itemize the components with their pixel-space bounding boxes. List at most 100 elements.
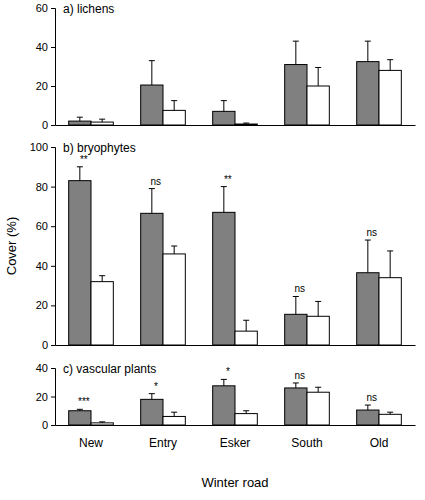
y-tick-label: 40 [36, 41, 48, 53]
y-tick-label: 40 [36, 362, 48, 374]
panel: 020406080100**ns**nsnsb) bryophytes [30, 141, 416, 351]
error-bar [243, 123, 249, 125]
y-tick-label: 20 [36, 80, 48, 92]
y-tick-mark [51, 86, 55, 87]
bar [141, 399, 163, 425]
significance-label: ns [367, 227, 378, 238]
y-axis: 0 20 40 [36, 362, 56, 431]
x-tick-label: Entry [149, 436, 177, 450]
x-axis-line [56, 345, 416, 346]
plot-area [69, 167, 402, 345]
bar [235, 331, 257, 345]
bar [285, 388, 307, 425]
x-axis [56, 345, 416, 346]
chart-root: 0 20 40 60 a) lichens 0 20 40 60 80 100 ** ns ** ns ns b… [0, 0, 425, 500]
bar [213, 111, 235, 125]
error-bar [77, 117, 83, 121]
series [69, 379, 379, 425]
panel: 02040NewEntryEskerSouthOld*****nsnsc) va… [36, 362, 416, 450]
error-bar [293, 296, 299, 314]
bar [357, 62, 379, 125]
error-bar [99, 421, 105, 423]
y-tick-mark [51, 266, 55, 267]
panel-title: a) lichens [63, 2, 114, 16]
y-axis-line [51, 9, 56, 126]
error-bar [171, 246, 177, 254]
error-bar [77, 167, 83, 181]
bar [163, 254, 185, 345]
y-tick-label: 60 [36, 220, 48, 232]
error-bar [387, 412, 393, 414]
x-axis-title: Winter road [201, 475, 268, 490]
y-tick: 20 [36, 80, 55, 92]
bar [141, 85, 163, 125]
error-bar [149, 189, 155, 214]
error-bar [149, 394, 155, 400]
bar [357, 410, 379, 425]
y-tick-label: 60 [36, 2, 48, 14]
x-tick: Entry [149, 436, 177, 450]
error-bar [315, 387, 321, 392]
bar [213, 212, 235, 345]
error-bar [171, 101, 177, 111]
y-tick: 0 [42, 119, 55, 131]
bar [307, 86, 329, 125]
y-tick-label: 100 [30, 141, 48, 153]
error-bar [315, 67, 321, 86]
y-tick-label: 0 [42, 339, 48, 351]
y-tick-label: 20 [36, 391, 48, 403]
series [91, 60, 401, 125]
bar [213, 386, 235, 425]
bar [357, 273, 379, 345]
y-axis-line [51, 369, 56, 426]
y-tick-mark [51, 226, 55, 227]
panel-title: b) bryophytes [63, 141, 136, 155]
y-axis-line [51, 148, 56, 346]
y-tick-mark [51, 125, 55, 126]
y-tick-label: 40 [36, 260, 48, 272]
y-axis: 0 20 40 60 [36, 2, 56, 131]
plot-area [69, 41, 402, 125]
significance-label: ** [80, 154, 88, 165]
series [69, 41, 379, 125]
plot-area [69, 379, 402, 425]
bar [235, 124, 257, 125]
y-tick-label: 0 [42, 419, 48, 431]
error-bar [149, 61, 155, 85]
significance-label: ns [367, 392, 378, 403]
x-tick: Esker [220, 436, 251, 450]
x-axis-line [56, 425, 416, 426]
y-tick-mark [51, 47, 55, 48]
error-bar [243, 411, 249, 414]
error-bar [99, 276, 105, 282]
error-bar [387, 251, 393, 278]
bar [307, 392, 329, 425]
bar [163, 110, 185, 125]
significance-label: * [154, 381, 158, 392]
series [91, 246, 401, 345]
error-bar [293, 383, 299, 388]
y-tick-mark [51, 397, 55, 398]
bar [69, 181, 91, 345]
y-tick: 80 [36, 181, 55, 193]
y-tick: 20 [36, 391, 55, 403]
bar [235, 414, 257, 425]
y-tick-mark [51, 305, 55, 306]
error-bar [365, 405, 371, 410]
y-tick-label: 80 [36, 181, 48, 193]
error-bar [77, 409, 83, 410]
y-tick-label: 0 [42, 119, 48, 131]
significance-label: ns [151, 176, 162, 187]
y-tick-mark [51, 425, 55, 426]
panel-title: c) vascular plants [63, 362, 156, 376]
bar [91, 122, 113, 125]
y-tick: 60 [36, 2, 55, 14]
bar [163, 416, 185, 425]
bar [285, 314, 307, 345]
significance-label: ** [224, 174, 232, 185]
error-bar [365, 240, 371, 273]
error-bar [243, 320, 249, 331]
significance-label: ns [295, 283, 306, 294]
error-bar [99, 119, 105, 122]
y-tick-mark [51, 345, 55, 346]
